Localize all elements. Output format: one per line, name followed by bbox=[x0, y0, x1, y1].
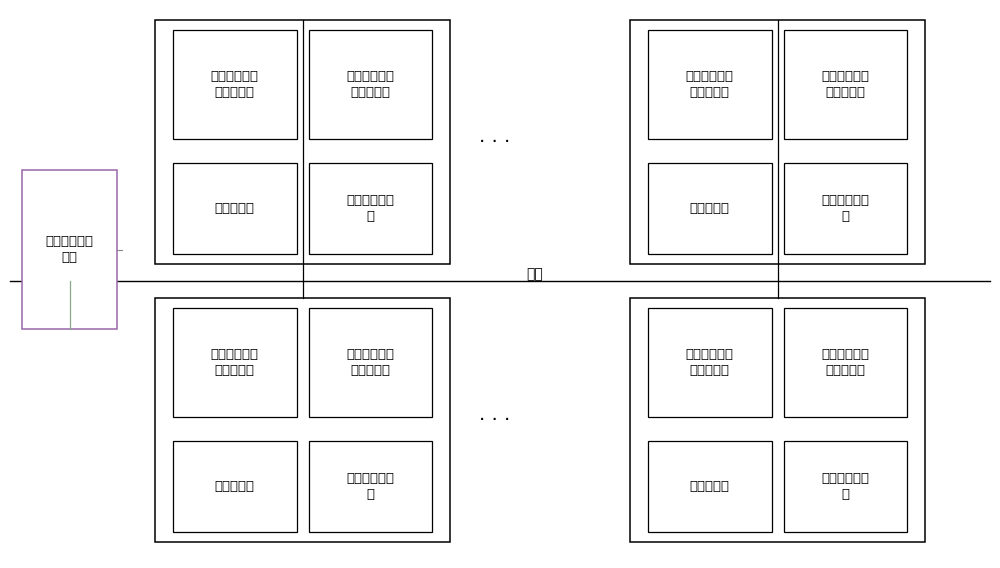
Bar bbox=[784, 30, 907, 139]
Text: 通信管理器: 通信管理器 bbox=[215, 202, 255, 215]
Text: 网络: 网络 bbox=[527, 267, 543, 281]
Bar bbox=[173, 308, 296, 417]
Bar bbox=[308, 441, 432, 532]
Text: · · ·: · · · bbox=[479, 411, 511, 430]
Bar bbox=[173, 441, 296, 532]
Text: 本地实时数据
库管理系统: 本地实时数据 库管理系统 bbox=[346, 70, 394, 99]
Bar bbox=[784, 163, 907, 254]
Bar bbox=[648, 30, 772, 139]
Bar bbox=[173, 30, 296, 139]
Bar bbox=[155, 298, 450, 542]
Text: 元数据管理子
系统: 元数据管理子 系统 bbox=[46, 235, 94, 265]
Bar bbox=[308, 163, 432, 254]
Bar bbox=[648, 163, 772, 254]
Text: 本地实时数据
库: 本地实时数据 库 bbox=[346, 472, 394, 502]
Bar bbox=[155, 20, 450, 264]
Text: 通信管理器: 通信管理器 bbox=[690, 202, 730, 215]
Text: 本地实时数据
库管理系统: 本地实时数据 库管理系统 bbox=[821, 70, 869, 99]
Text: 通信管理器: 通信管理器 bbox=[215, 481, 255, 493]
Text: 本地实时数据
库管理系统: 本地实时数据 库管理系统 bbox=[346, 348, 394, 377]
Text: 全局实时数据
库管理系统: 全局实时数据 库管理系统 bbox=[211, 70, 259, 99]
Text: 本地实时数据
库: 本地实时数据 库 bbox=[346, 194, 394, 223]
Text: 全局实时数据
库管理系统: 全局实时数据 库管理系统 bbox=[686, 348, 734, 377]
Bar bbox=[784, 441, 907, 532]
Text: 全局实时数据
库管理系统: 全局实时数据 库管理系统 bbox=[686, 70, 734, 99]
Text: 本地实时数据
库: 本地实时数据 库 bbox=[821, 472, 869, 502]
Bar bbox=[308, 30, 432, 139]
Bar bbox=[308, 308, 432, 417]
Bar bbox=[630, 298, 925, 542]
Bar bbox=[173, 163, 296, 254]
Text: 通信管理器: 通信管理器 bbox=[690, 481, 730, 493]
Bar bbox=[648, 308, 772, 417]
Text: 本地实时数据
库: 本地实时数据 库 bbox=[821, 194, 869, 223]
Bar bbox=[22, 170, 117, 329]
Bar bbox=[784, 308, 907, 417]
Bar bbox=[648, 441, 772, 532]
Text: · · ·: · · · bbox=[479, 132, 511, 152]
Bar bbox=[630, 20, 925, 264]
Text: 全局实时数据
库管理系统: 全局实时数据 库管理系统 bbox=[211, 348, 259, 377]
Text: 本地实时数据
库管理系统: 本地实时数据 库管理系统 bbox=[821, 348, 869, 377]
